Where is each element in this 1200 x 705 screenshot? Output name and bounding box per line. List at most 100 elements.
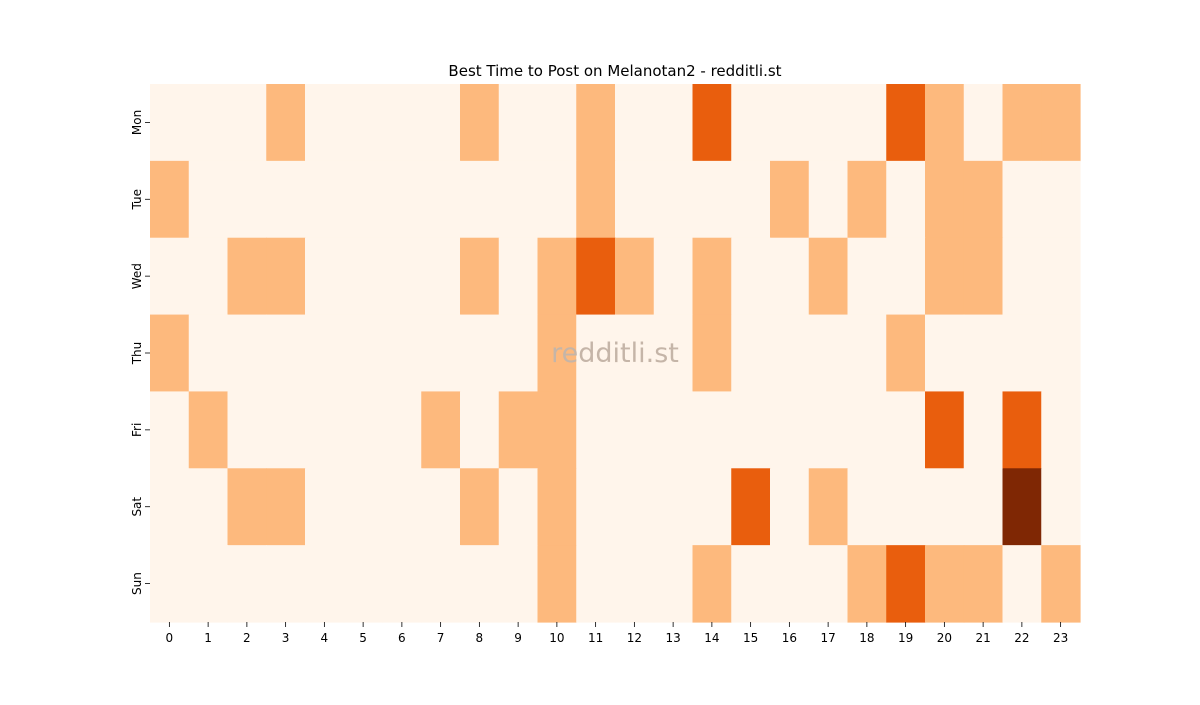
heatmap-cell	[963, 545, 1004, 623]
heatmap-cell	[1002, 160, 1042, 239]
heatmap-cell	[150, 545, 190, 623]
heatmap-cell	[498, 237, 539, 316]
heatmap-cell	[847, 545, 887, 623]
heatmap-cell	[963, 84, 1004, 162]
heatmap-cell	[150, 391, 190, 469]
heatmap-cell	[925, 237, 965, 316]
x-tick-label: 11	[588, 631, 603, 645]
heatmap-cell	[653, 84, 694, 162]
heatmap-cell	[653, 160, 694, 239]
heatmap-cell	[1002, 237, 1042, 316]
heatmap-cell	[770, 84, 810, 162]
y-axis: Mon Tue Wed Thu Fri Sat Sun	[130, 110, 150, 595]
heatmap-cell	[576, 545, 616, 623]
heatmap-cell	[150, 160, 190, 239]
x-tick-label: 14	[704, 631, 719, 645]
heatmap-cell	[615, 468, 655, 546]
heatmap-cell	[653, 237, 694, 316]
heatmap-cell	[266, 237, 306, 316]
y-tick-label: Mon	[130, 110, 144, 135]
heatmap-cell	[1041, 468, 1081, 546]
heatmap-cell	[615, 314, 655, 393]
heatmap-cell	[343, 468, 384, 546]
heatmap-cell	[498, 468, 539, 546]
heatmap-cell	[537, 84, 577, 162]
heatmap-cell	[963, 160, 1004, 239]
heatmap-cell	[498, 314, 539, 393]
x-tick-label: 16	[782, 631, 797, 645]
heatmap-cell	[808, 545, 849, 623]
x-tick-label: 18	[859, 631, 874, 645]
heatmap-cell	[731, 545, 771, 623]
heatmap-cell	[847, 391, 887, 469]
x-tick-label: 9	[514, 631, 522, 645]
x-tick-label: 4	[321, 631, 329, 645]
heatmap-cell	[886, 160, 926, 239]
x-tick-label: 15	[743, 631, 758, 645]
heatmap-cell	[615, 237, 655, 316]
heatmap-cell	[615, 160, 655, 239]
heatmap-cell	[305, 545, 345, 623]
y-tick-label: Sat	[130, 497, 144, 517]
heatmap-cell	[421, 391, 461, 469]
heatmap-cell	[382, 237, 422, 316]
heatmap-cell	[460, 314, 500, 393]
heatmap-cell	[227, 160, 267, 239]
x-tick-label: 3	[282, 631, 290, 645]
heatmap-cell	[1041, 160, 1081, 239]
heatmap-cell	[692, 160, 732, 239]
heatmap-cell	[925, 160, 965, 239]
heatmap-cell	[421, 314, 461, 393]
heatmap-cell	[808, 160, 849, 239]
heatmap-cell	[460, 84, 500, 162]
heatmap-cell	[266, 160, 306, 239]
heatmap-cell	[653, 545, 694, 623]
heatmap-cell	[576, 314, 616, 393]
heatmap-cell	[576, 391, 616, 469]
heatmap-cell	[305, 160, 345, 239]
x-tick-label: 2	[243, 631, 251, 645]
heatmap-cell	[421, 545, 461, 623]
heatmap-cell	[227, 468, 267, 546]
heatmap-cell	[188, 237, 229, 316]
heatmap-cell	[692, 84, 732, 162]
heatmap-cell	[808, 468, 849, 546]
heatmap-cell	[498, 84, 539, 162]
heatmap-cell	[925, 391, 965, 469]
heatmap-cell	[770, 314, 810, 393]
heatmap-cell	[770, 237, 810, 316]
heatmap-cell	[498, 545, 539, 623]
heatmap-cell	[150, 314, 190, 393]
heatmap-cell	[537, 160, 577, 239]
heatmap-cell	[731, 160, 771, 239]
y-tick-label: Fri	[130, 423, 144, 437]
heatmap-cell	[266, 391, 306, 469]
heatmap-cell	[1041, 84, 1081, 162]
heatmap-cell	[150, 237, 190, 316]
heatmap-cell	[770, 160, 810, 239]
heatmap-cell	[188, 468, 229, 546]
heatmap-cell	[1041, 237, 1081, 316]
heatmap-cell	[537, 468, 577, 546]
heatmap-cell	[808, 84, 849, 162]
heatmap-cell	[1002, 391, 1042, 469]
heatmap-cell	[421, 468, 461, 546]
heatmap-cell	[227, 314, 267, 393]
heatmap-cell	[925, 468, 965, 546]
heatmap-cell	[731, 237, 771, 316]
heatmap-cell	[653, 468, 694, 546]
heatmap-cell	[498, 160, 539, 239]
heatmap-cell	[188, 391, 229, 469]
x-tick-label: 6	[398, 631, 406, 645]
heatmap-cell	[1002, 84, 1042, 162]
x-tick-label: 19	[898, 631, 913, 645]
heatmap-cell	[382, 545, 422, 623]
heatmap-cell	[692, 391, 732, 469]
heatmap-cell	[615, 545, 655, 623]
heatmap-cell	[305, 84, 345, 162]
heatmap-cell	[886, 391, 926, 469]
heatmap-cell	[653, 314, 694, 393]
heatmap-cell	[382, 84, 422, 162]
y-tick-label: Tue	[130, 189, 144, 211]
heatmap-cell	[925, 314, 965, 393]
